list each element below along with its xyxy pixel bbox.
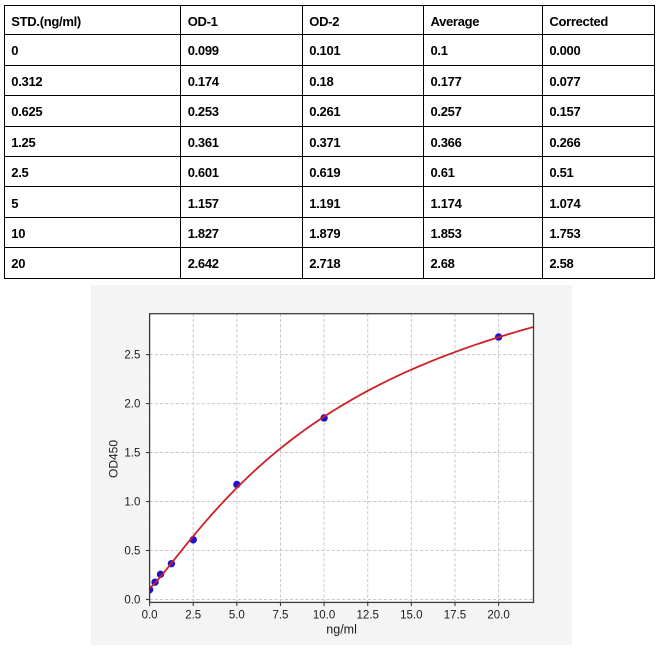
svg-text:2.0: 2.0: [124, 399, 140, 411]
svg-text:17.5: 17.5: [444, 610, 466, 622]
svg-text:10.0: 10.0: [313, 610, 335, 622]
svg-text:20.0: 20.0: [487, 610, 509, 622]
svg-text:7.5: 7.5: [272, 610, 288, 622]
svg-text:2.5: 2.5: [185, 610, 201, 622]
svg-text:0.0: 0.0: [142, 610, 158, 622]
svg-text:0.0: 0.0: [124, 595, 140, 607]
svg-text:ng/ml: ng/ml: [326, 623, 357, 637]
svg-text:1.5: 1.5: [124, 448, 140, 460]
svg-text:0.5: 0.5: [124, 546, 140, 558]
svg-text:1.0: 1.0: [124, 497, 140, 509]
svg-text:2.5: 2.5: [124, 350, 140, 362]
svg-text:15.0: 15.0: [400, 610, 422, 622]
svg-text:OD450: OD450: [107, 440, 121, 478]
svg-text:5.0: 5.0: [229, 610, 245, 622]
svg-text:12.5: 12.5: [357, 610, 379, 622]
